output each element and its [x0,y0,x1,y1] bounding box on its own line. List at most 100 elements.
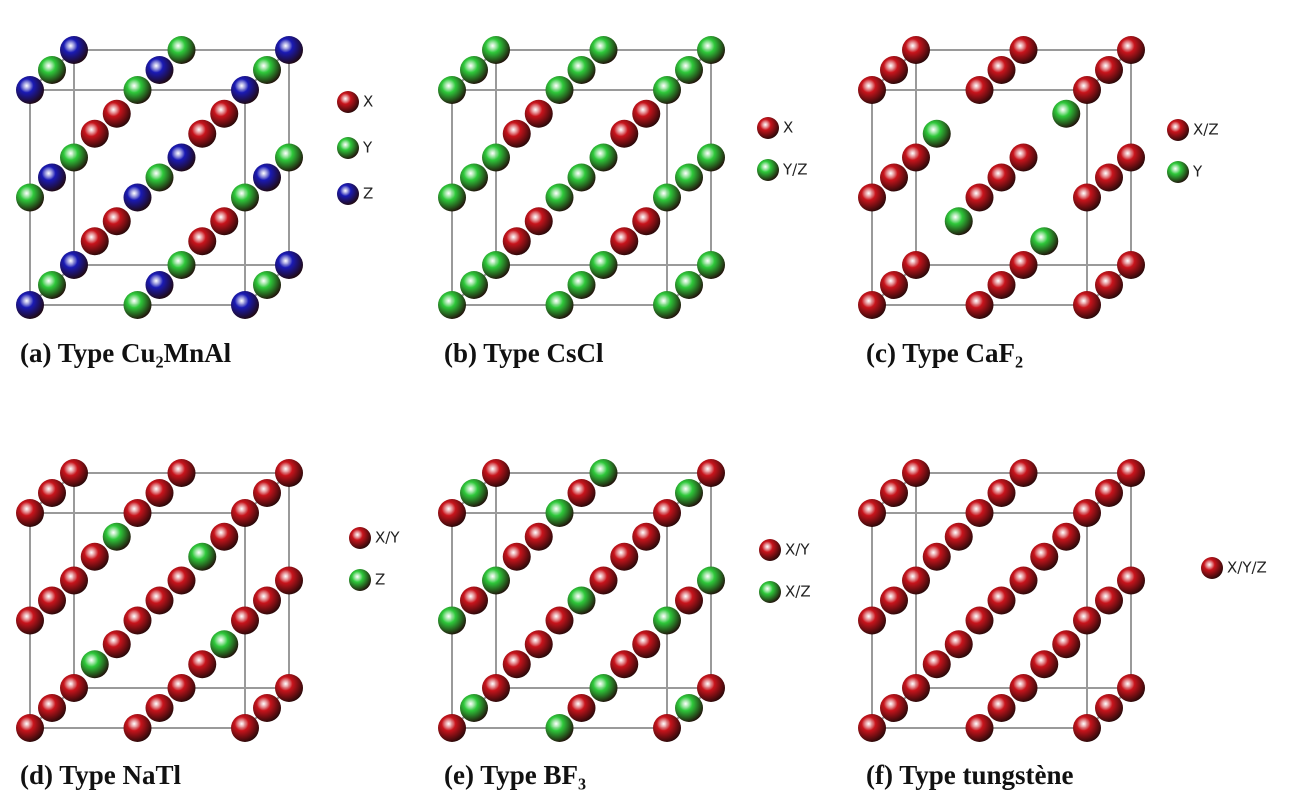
atom [210,630,239,659]
atom [880,586,908,615]
atom [1009,251,1038,279]
atom [965,183,994,212]
atom [610,119,639,148]
atom [965,606,994,635]
atom [922,542,951,571]
atom [944,207,973,236]
atom [1009,36,1038,64]
caption: (c) Type CaF₂ [866,338,1023,368]
legend-label: X/Z [785,583,811,601]
atom [145,586,174,615]
atom [858,76,886,104]
atom [16,606,44,635]
atom [60,566,88,595]
atom [123,714,152,742]
atom [438,76,466,104]
atom [697,566,725,595]
atom [675,163,703,192]
atom [482,459,510,487]
atom [16,291,44,319]
atom [460,586,488,615]
atom [1030,227,1059,256]
caption: (b) Type CsCl [444,338,604,368]
atom [102,630,131,659]
atom [902,36,930,64]
atom [965,499,994,527]
atom [1095,479,1123,507]
atom [231,606,259,635]
legend-swatch [1201,557,1223,579]
atom [253,694,281,722]
atom [880,479,908,507]
atom [60,143,88,172]
atom [902,674,930,702]
atom [944,522,973,551]
atom [965,714,994,742]
atom [188,650,217,679]
legend-swatch [759,581,781,603]
atom [880,163,908,192]
atom [610,650,639,679]
atom [275,143,303,172]
legend-swatch [349,527,371,549]
legend-swatch [757,117,779,139]
atom [1095,56,1123,84]
atom [1009,459,1038,487]
atom [524,99,553,128]
atom [589,459,618,487]
atom [697,251,725,279]
atom [589,251,618,279]
atom [1117,459,1145,487]
atom [188,119,217,148]
atom [123,76,152,104]
atom [1117,143,1145,172]
atom [1009,143,1038,172]
atom [167,674,196,702]
atom [567,586,596,615]
atom [253,586,281,615]
atom [167,36,196,64]
atom [502,119,531,148]
atom [589,674,618,702]
atom [231,499,259,527]
atom [902,251,930,279]
legend-swatch [1167,161,1189,183]
atom [987,163,1016,192]
atom [482,36,510,64]
atom [1073,606,1101,635]
atom [38,479,66,507]
legend-swatch [349,569,371,591]
atom [188,227,217,256]
atom [275,674,303,702]
legend-swatch [337,137,359,159]
atom [60,251,88,279]
legend-label: X/Y [375,529,400,547]
atom [167,566,196,595]
legend-label: X/Y [785,541,810,559]
legend-label: Y/Z [782,161,808,179]
atom [80,650,109,679]
atom [697,674,725,702]
atom [123,499,152,527]
atom [1030,542,1059,571]
legend-swatch [337,91,359,113]
atom [102,207,131,236]
legend-label: Y [362,139,373,157]
atom [210,207,239,236]
atom [16,76,44,104]
crystal-panel: X/Z Y [858,36,1219,319]
atom [460,271,488,299]
atom [460,56,488,84]
atom [675,694,703,722]
atom [653,291,681,319]
atom [858,183,886,212]
atom [902,459,930,487]
atom [167,251,196,279]
atom [275,36,303,64]
atom [1052,630,1081,659]
atom [653,499,681,527]
crystal-panel: X Y Z [16,36,373,319]
atom [632,522,661,551]
atom [482,566,510,595]
atom [1052,99,1081,128]
